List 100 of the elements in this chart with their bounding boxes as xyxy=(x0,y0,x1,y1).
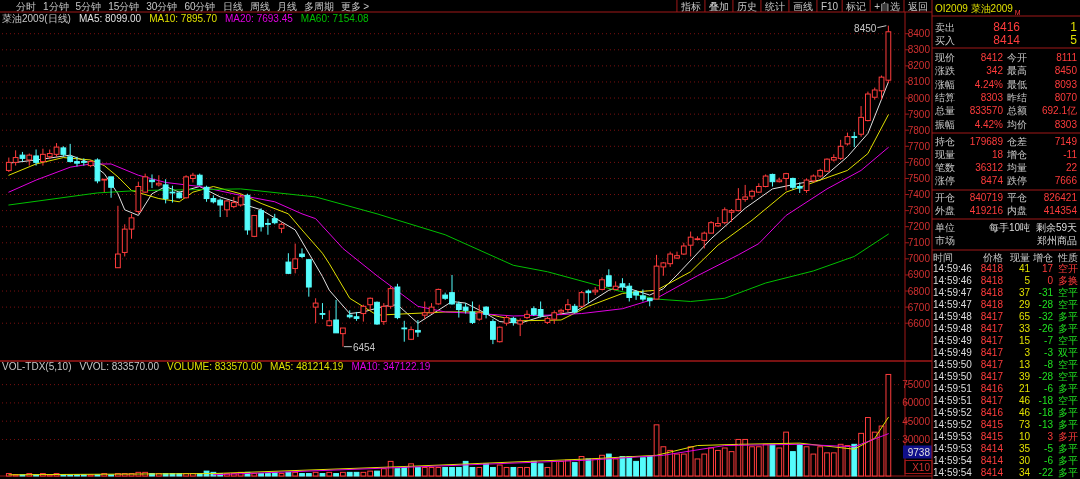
y-tick-label: 7500 xyxy=(907,172,931,184)
text: 外盘 xyxy=(935,205,955,216)
annotation: 统计 xyxy=(764,1,785,12)
text: 多平 xyxy=(1058,455,1078,466)
text: 8417 xyxy=(980,371,1004,382)
text: 8416 xyxy=(993,20,1021,34)
annotation: 日线 xyxy=(222,1,243,12)
text: 返回 xyxy=(908,1,928,12)
y-tick-label: 8100 xyxy=(907,76,931,88)
annotation: 60分钟 xyxy=(184,1,216,12)
annotation: 标记 xyxy=(845,1,867,12)
text: 平仓 xyxy=(1007,192,1027,203)
text: 8415 xyxy=(980,431,1004,442)
text: 8303 xyxy=(980,92,1004,103)
y-tick-label: 7400 xyxy=(907,189,931,201)
y-tick-label: 75000 xyxy=(902,379,931,391)
y-tick-label: 6800 xyxy=(907,285,931,297)
text: 8070 xyxy=(1054,92,1078,103)
text: -8 xyxy=(1044,359,1054,370)
text: 8303 xyxy=(1054,119,1078,130)
y-tick-label: 7800 xyxy=(907,124,931,136)
text: 414354 xyxy=(1043,205,1078,216)
text: 5 xyxy=(1024,275,1031,286)
y-tick-label: 30000 xyxy=(902,433,931,445)
text: 8414 xyxy=(980,455,1004,466)
text: -28 xyxy=(1038,371,1054,382)
text: 73 xyxy=(1018,419,1031,430)
text: -13 xyxy=(1038,419,1054,430)
text: 8450 xyxy=(1054,65,1078,76)
y-tick-label: 7100 xyxy=(907,237,931,249)
text: 14:59:52 xyxy=(933,419,973,430)
text: 仓差 xyxy=(1007,136,1027,147)
text: 8416 xyxy=(980,383,1004,394)
text: 8093 xyxy=(1054,79,1078,90)
text: 每手10吨 xyxy=(988,222,1030,233)
text: 8418 xyxy=(980,275,1004,286)
annotation: 指标 xyxy=(679,1,701,12)
text: 价格 xyxy=(982,252,1003,263)
text: 21 xyxy=(1018,383,1031,394)
text: 0 xyxy=(1047,275,1054,286)
text: 9738 xyxy=(907,446,931,458)
y-tick-label: 7900 xyxy=(907,108,931,120)
text: 1 xyxy=(1070,20,1078,34)
text: 14:59:46 xyxy=(933,263,973,274)
text: 14:59:53 xyxy=(933,443,973,454)
text: 342 xyxy=(986,65,1004,76)
text: -6 xyxy=(1044,455,1054,466)
text: 多平 xyxy=(1058,467,1078,478)
text: 多平 xyxy=(1058,407,1078,418)
y-tick-label: 6900 xyxy=(907,269,931,281)
text: 30 xyxy=(1018,455,1031,466)
text: OI2009 菜油2009 xyxy=(935,3,1014,14)
text: 涨停 xyxy=(935,175,955,186)
y-tick-label: 8200 xyxy=(907,60,931,72)
text: 多平 xyxy=(1058,443,1078,454)
text: 最低 xyxy=(1007,79,1027,90)
text: MA60: 7154.08 xyxy=(300,13,370,24)
text: 826421 xyxy=(1043,192,1078,203)
annotation: 8450 xyxy=(854,22,877,34)
text: 开仓 xyxy=(935,192,955,203)
text: 14:59:50 xyxy=(933,371,973,382)
text: 均价 xyxy=(1006,119,1027,130)
chart-title: VOL-TDX(5,10) xyxy=(2,361,72,372)
text: 692.1亿 xyxy=(1041,105,1077,116)
annotation: 5分钟 xyxy=(75,1,102,12)
y-tick-label: 7300 xyxy=(907,205,931,217)
text: 空平 xyxy=(1058,371,1078,382)
text: 13 xyxy=(1018,359,1031,370)
text: X10 xyxy=(912,461,931,473)
annotation: VVOL: 833570.00 xyxy=(79,361,160,372)
y-tick-label: 8400 xyxy=(907,28,931,40)
text: 双平 xyxy=(1058,347,1078,358)
text: 8418 xyxy=(980,263,1004,274)
text: 22 xyxy=(1065,162,1078,173)
annotation: 30分钟 xyxy=(146,1,178,12)
text: 8415 xyxy=(980,419,1004,430)
text: 8418 xyxy=(980,299,1004,310)
text: 36312 xyxy=(975,162,1004,173)
text: 14:59:47 xyxy=(933,299,973,310)
text: 多平 xyxy=(1058,383,1078,394)
text: 41 xyxy=(1018,263,1031,274)
text: 5 xyxy=(1070,33,1078,47)
text: 持仓 xyxy=(935,136,955,147)
text: 14:59:46 xyxy=(933,275,973,286)
text: -32 xyxy=(1038,311,1054,322)
text: 8417 xyxy=(980,359,1004,370)
text: 空平 xyxy=(1058,287,1078,298)
text: 14:59:49 xyxy=(933,347,973,358)
text: 现量 xyxy=(935,149,955,160)
annotation: 分时 xyxy=(16,1,36,12)
text: 8417 xyxy=(980,335,1004,346)
text: 14:59:54 xyxy=(933,455,973,466)
text: 833570 xyxy=(969,105,1004,116)
y-tick-label: 7200 xyxy=(907,221,931,233)
text: -18 xyxy=(1038,407,1054,418)
text: 14:59:51 xyxy=(933,395,973,406)
text: 10 xyxy=(1018,431,1031,442)
text: 结算 xyxy=(935,92,955,103)
text: MA10: 7895.70 xyxy=(149,13,218,24)
text: 35 xyxy=(1018,443,1031,454)
